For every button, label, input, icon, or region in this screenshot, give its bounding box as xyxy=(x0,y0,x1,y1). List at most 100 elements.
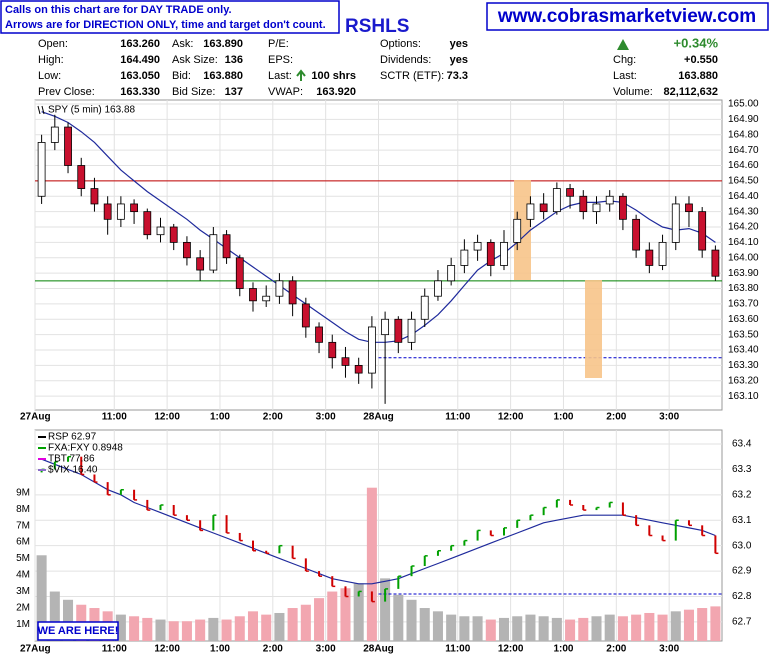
candle-body xyxy=(37,142,46,197)
candle-body xyxy=(645,249,654,266)
volume-bar xyxy=(314,598,325,641)
volume-bar xyxy=(578,617,589,641)
x-tick-label: 1:00 xyxy=(210,644,230,655)
y-tick-label: 62.8 xyxy=(732,591,752,602)
candle-body xyxy=(619,195,627,220)
notes-box xyxy=(0,0,340,34)
candle-body xyxy=(711,249,720,277)
volume-bar xyxy=(670,611,681,641)
candle-body xyxy=(235,257,244,289)
y-tick-label: 163.90 xyxy=(728,268,759,279)
y-tick-label: 63.3 xyxy=(732,464,752,475)
legend-entry: TBT 77.86 xyxy=(48,454,95,465)
volume-bar xyxy=(419,608,430,641)
note: Arrows are for DIRECTION ONLY, time and … xyxy=(5,19,326,31)
candle-body xyxy=(513,218,522,243)
candle-body xyxy=(116,203,125,220)
candle-body xyxy=(632,218,641,251)
candle-body xyxy=(288,280,297,305)
volume-bar xyxy=(129,616,140,641)
volume-bar xyxy=(551,617,562,641)
volume-bar xyxy=(525,614,536,641)
volume-bar xyxy=(366,487,377,641)
candle-body xyxy=(381,318,390,336)
candle-body xyxy=(315,326,323,343)
volume-bar xyxy=(195,619,206,641)
quote-table: Open: 163.260 Ask: 163.890 P/E: Options: yes +0… xyxy=(38,35,718,97)
x-tick-label: 12:00 xyxy=(154,412,180,423)
candle-body xyxy=(156,226,165,236)
volume-bar xyxy=(472,616,483,641)
y-tick-label: 62.9 xyxy=(732,566,752,577)
volume-tick-label: 6M xyxy=(16,537,30,548)
quote-value: 163.920 xyxy=(316,86,356,98)
candle-body xyxy=(658,241,667,266)
quote-value: 163.880 xyxy=(203,70,243,82)
y-tick-label: 164.20 xyxy=(728,222,759,233)
volume-bar xyxy=(261,614,272,641)
volume-bar xyxy=(644,612,655,641)
quote-label: P/E: xyxy=(268,38,289,50)
volume-bar xyxy=(565,619,576,641)
candle-body xyxy=(64,126,72,166)
volume-bar xyxy=(498,617,510,641)
candle-body xyxy=(301,303,310,328)
candle-body xyxy=(262,295,271,302)
volume-bar xyxy=(36,555,47,641)
quote-label: Last: xyxy=(613,70,637,82)
candle-body xyxy=(222,234,231,259)
moving-average xyxy=(41,111,716,343)
y-tick-label: 164.80 xyxy=(728,129,759,140)
candle-body xyxy=(328,341,337,359)
volume-tick-label: 7M xyxy=(16,520,30,531)
candle-body xyxy=(500,241,508,266)
y-tick-label: 164.10 xyxy=(728,237,759,248)
candle-body xyxy=(50,126,59,143)
quote-label: Dividends: xyxy=(380,54,431,66)
candle-body xyxy=(249,288,257,302)
y-tick-label: 164.00 xyxy=(728,252,759,263)
y-tick-label: 63.2 xyxy=(732,489,752,500)
quote-label: Bid Size: xyxy=(172,86,215,98)
candle-body xyxy=(486,241,495,266)
last-arrow xyxy=(296,69,306,81)
candle-body xyxy=(367,326,376,374)
url: www.cobrasmarketview.com xyxy=(497,6,756,27)
title: RSHLS xyxy=(345,16,409,37)
volume-bar xyxy=(617,616,628,641)
candle-body xyxy=(183,241,191,259)
volume-tick-label: 4M xyxy=(16,570,30,581)
x-tick-label: 1:00 xyxy=(210,412,230,423)
candle-body xyxy=(169,226,178,243)
y-tick-label: 63.4 xyxy=(732,439,752,450)
y-tick-label: 163.30 xyxy=(728,360,759,371)
candle-body xyxy=(143,211,152,236)
volume-bar xyxy=(432,611,443,641)
y-tick-label: 164.30 xyxy=(728,206,759,217)
candle-body xyxy=(407,318,416,343)
x-tick-label: 11:00 xyxy=(445,412,470,423)
url-box xyxy=(486,2,769,31)
price-chart: 165.00 164.90 164.80 164.70 164.60 164.50 164.… xyxy=(20,99,759,423)
volume-bar xyxy=(657,614,668,641)
quote-label: Open: xyxy=(38,38,68,50)
candle-body xyxy=(592,203,601,213)
volume-bar xyxy=(287,608,298,641)
quote-label: Options: xyxy=(380,38,421,50)
candle-body xyxy=(579,195,588,213)
quote-value: 163.050 xyxy=(120,70,160,82)
lower-chart: 63.4 63.3 63.2 63.1 63.0 62.9 62.8 62.7 27Aug 11:… xyxy=(16,430,752,655)
quote-value: +0.550 xyxy=(684,54,718,66)
moving-average xyxy=(41,458,716,585)
y-tick-label: 63.0 xyxy=(732,540,752,551)
quote-label: EPS: xyxy=(268,54,293,66)
quote-value: 163.880 xyxy=(678,70,718,82)
quote-label: High: xyxy=(38,54,64,66)
quote-value: 73.3 xyxy=(447,70,468,82)
volume-bar xyxy=(300,604,311,641)
volume-bar xyxy=(115,614,126,641)
x-tick-label: 2:00 xyxy=(263,412,283,423)
x-tick-label: 1:00 xyxy=(553,644,573,655)
x-tick-label: 27Aug xyxy=(20,644,51,655)
